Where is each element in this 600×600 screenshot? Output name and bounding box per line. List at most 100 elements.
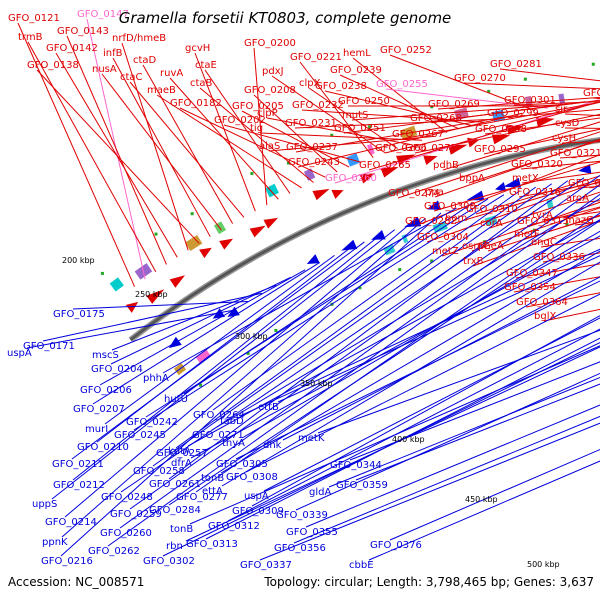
reverse-gene-label: GFO_0284: [149, 505, 201, 516]
forward-leader-line: [513, 101, 600, 106]
forward-gene-arrow: [169, 275, 186, 288]
reverse-leader-line: [168, 220, 600, 506]
reverse-gene-label: GFO_0216: [41, 556, 93, 567]
reverse-leader-line: [277, 255, 600, 403]
reverse-leader-line: [145, 198, 489, 418]
forward-leader-line: [17, 22, 136, 287]
reverse-gene-label: GFO_0210: [77, 442, 129, 453]
forward-leader-line: [339, 74, 460, 130]
reverse-gene-label: uspA: [244, 491, 269, 502]
forward-gene-label: GFO_0237: [286, 142, 338, 153]
forward-gene-label: GFO_0336: [533, 252, 585, 263]
feature-dash: [565, 223, 569, 227]
reverse-gene-arrow: [341, 239, 358, 251]
reverse-leader-line: [26, 309, 235, 349]
forward-gene-label: GFO_0274: [388, 188, 440, 199]
forward-gene-label: GFO_0260: [325, 173, 377, 184]
reverse-leader-line: [120, 177, 585, 493]
reverse-leader-line: [107, 193, 600, 547]
forward-leader-line: [483, 128, 600, 155]
forward-gene-label: GFO_0299: [487, 108, 539, 119]
reverse-gene-arrow: [426, 200, 442, 210]
gene-labels: GFO_0121 GFO_0147 trmB GFO_0143 GFO_0142 nrfD…: [7, 9, 600, 571]
reverse-gene-arrow: [404, 216, 422, 228]
forward-leader-line: [112, 57, 211, 237]
forward-gene-label: hom: [445, 213, 467, 224]
feature-dash: [199, 383, 203, 387]
forward-gene-label: GFO_0354: [504, 282, 556, 293]
reverse-gene-label: fabD: [220, 416, 244, 427]
forward-leader-line: [301, 109, 485, 123]
forward-gene-label: GFO_0182: [170, 98, 222, 109]
reverse-gene-label: GFO_0175: [53, 309, 105, 320]
reverse-gene-arrow: [578, 163, 592, 174]
forward-leader-line: [419, 99, 600, 124]
reverse-gene-label: kdtA: [168, 446, 191, 457]
annotation-block: [185, 235, 203, 251]
forward-gene-label: GFO_0275: [405, 143, 457, 154]
forward-gene-arrow: [491, 134, 511, 145]
reverse-gene-label: GFO_0309: [232, 506, 284, 517]
forward-gene-label: GFO_0255: [376, 79, 428, 90]
feature-dash: [250, 172, 254, 176]
feature-dash: [287, 161, 291, 165]
forward-gene-label: GFO_0335: [568, 178, 600, 189]
forward-gene-label: infB: [103, 48, 123, 59]
forward-gene-label: mazG: [565, 215, 594, 226]
reverse-gene-label: uppS: [32, 499, 57, 510]
reverse-leader-line: [239, 248, 600, 417]
forward-gene-arrow: [359, 173, 376, 184]
reverse-gene-label: GFO_0344: [330, 460, 382, 471]
forward-gene-label: GFO_0364: [516, 297, 568, 308]
forward-leader-line: [299, 61, 374, 158]
kbp-label: 200 kbp: [62, 256, 95, 265]
forward-gene-label: GFO_0267: [392, 129, 444, 140]
kbp-label: 500 kbp: [527, 560, 560, 569]
reverse-leader-line: [133, 194, 505, 431]
reverse-leader-line: [60, 212, 442, 557]
reverse-gene-label: GFO_0245: [114, 430, 166, 441]
annotation-block: [265, 183, 279, 198]
reverse-gene-label: GFO_0212: [53, 480, 105, 491]
forward-gene-label: GFO_0332: [583, 88, 600, 99]
reverse-gene-label: GFO_0211: [52, 459, 104, 470]
forward-leader-line: [142, 64, 234, 224]
reverse-leader-line: [110, 276, 291, 365]
forward-gene-arrow: [331, 189, 344, 200]
reverse-gene-label: GFO_0258: [133, 466, 185, 477]
forward-gene-label: ruvA: [160, 68, 183, 79]
feature-dash: [330, 133, 334, 137]
forward-gene-arrow: [312, 188, 330, 201]
reverse-gene-arrow: [371, 230, 386, 240]
forward-gene-label: ctaE: [195, 60, 217, 71]
kbp-label: 250 kbp: [135, 290, 168, 299]
forward-leader-line: [471, 207, 600, 252]
reverse-leader-line: [282, 276, 600, 441]
forward-gene-arrow: [249, 225, 266, 238]
forward-gene-arrow: [219, 238, 234, 250]
reverse-leader-line: [205, 337, 600, 540]
reverse-leader-line: [317, 329, 600, 434]
annotation-block: [195, 349, 212, 364]
forward-leader-line: [484, 117, 600, 135]
forward-gene-label: GFO_0282: [405, 216, 457, 227]
forward-gene-arrow: [535, 117, 555, 128]
forward-gene-label: GFO_0232: [292, 100, 344, 111]
forward-gene-label: GFO_0266: [375, 143, 427, 154]
forward-gene-label: GFO_0321: [550, 148, 600, 159]
topology-label: Topology: circular; Length: 3,798,465 bp…: [263, 575, 594, 589]
forward-gene-label: GFO_0304: [417, 232, 469, 243]
reverse-leader-line: [111, 284, 277, 351]
feature-dash: [487, 89, 491, 93]
reverse-leader-line: [211, 197, 600, 431]
forward-gene-label: clpP: [257, 108, 278, 119]
reverse-leader-line: [64, 223, 411, 518]
forward-gene-label: GFO_0121: [8, 13, 60, 24]
reverse-leader-line: [305, 404, 600, 528]
reverse-leader-line: [185, 346, 600, 542]
forward-leader-line: [179, 107, 326, 178]
forward-leader-line: [101, 73, 222, 231]
forward-gene-label: GFO_0200: [244, 38, 296, 49]
forward-gene-label: metZ: [432, 246, 459, 257]
forward-gene-label: pheA: [478, 241, 504, 252]
